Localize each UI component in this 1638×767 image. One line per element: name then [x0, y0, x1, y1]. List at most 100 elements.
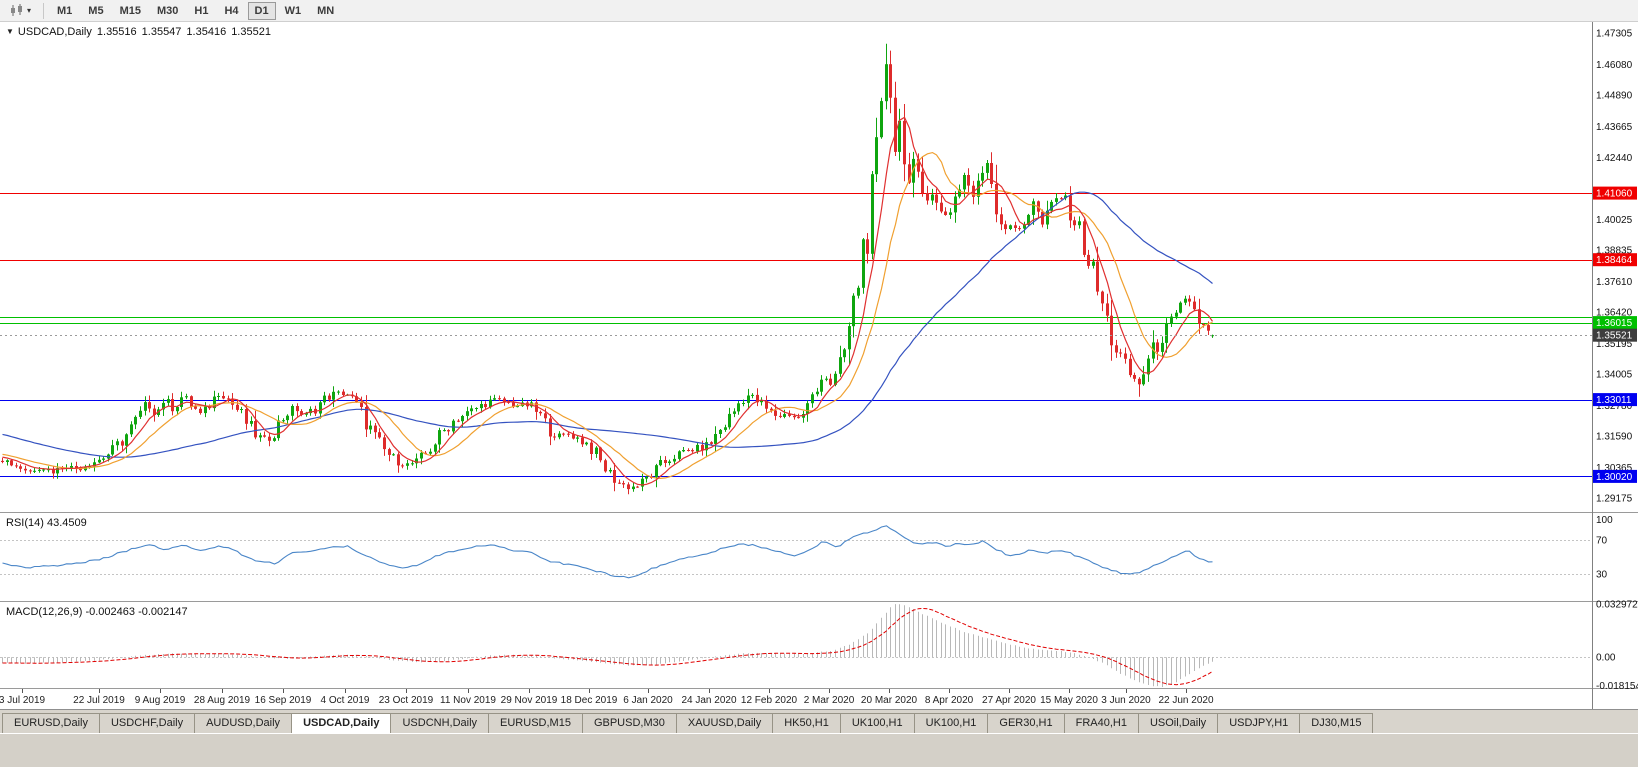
- svg-text:1.47305: 1.47305: [1596, 28, 1633, 39]
- rsi-line: [2, 525, 1213, 579]
- macd-axis[interactable]: 0.032972 0.00 -0.018154: [1596, 599, 1638, 692]
- level-price-badge: 1.33011: [1593, 393, 1637, 407]
- timeframe-button-w1[interactable]: W1: [278, 2, 309, 20]
- level-price-badge: 1.36015: [1593, 316, 1637, 330]
- ohlc-close: 1.35521: [231, 26, 271, 38]
- svg-text:15 May 2020: 15 May 2020: [1040, 695, 1098, 706]
- chart-tab-usdchf-daily[interactable]: USDCHF,Daily: [98, 713, 196, 733]
- timeframe-button-h4[interactable]: H4: [217, 2, 245, 20]
- svg-text:1.30020: 1.30020: [1596, 472, 1633, 483]
- level-price-badge: 1.30020: [1593, 469, 1637, 483]
- candle-bodies: [1, 64, 1214, 490]
- chart-tab-usoil-daily[interactable]: USOil,Daily: [1137, 713, 1219, 733]
- ma-fast-line: [2, 116, 1213, 486]
- macd-signal-line: [2, 607, 1213, 686]
- ma-medium-line: [2, 151, 1213, 480]
- svg-text:1.42440: 1.42440: [1596, 153, 1633, 164]
- date-axis[interactable]: 3 Jul 2019 22 Jul 2019 9 Aug 2019 28 Aug 20…: [0, 689, 1214, 706]
- candle-wicks: [2, 43, 1213, 495]
- ohlc-low: 1.35416: [186, 26, 227, 38]
- svg-text:1.36015: 1.36015: [1596, 318, 1633, 329]
- svg-text:70: 70: [1596, 535, 1608, 546]
- svg-text:2 Mar 2020: 2 Mar 2020: [804, 695, 855, 706]
- toolbar-separator: [43, 2, 45, 19]
- svg-text:28 Aug 2019: 28 Aug 2019: [194, 695, 251, 706]
- timeframe-button-m15[interactable]: M15: [113, 2, 148, 20]
- svg-text:9 Aug 2019: 9 Aug 2019: [135, 695, 186, 706]
- svg-text:22 Jun 2020: 22 Jun 2020: [1158, 695, 1213, 706]
- svg-text:100: 100: [1596, 515, 1613, 526]
- svg-text:1.29175: 1.29175: [1596, 494, 1633, 505]
- level-price-badge: 1.38464: [1593, 253, 1637, 267]
- chart-tab-eurusd-daily[interactable]: EURUSD,Daily: [2, 713, 100, 733]
- svg-text:30: 30: [1596, 570, 1608, 581]
- chart-tab-gbpusd-m30[interactable]: GBPUSD,M30: [581, 713, 677, 733]
- svg-text:4 Oct 2019: 4 Oct 2019: [321, 695, 370, 706]
- chart-area[interactable]: 1.47305 1.46080 1.44890 1.43665 1.42440 1.400…: [0, 22, 1638, 709]
- svg-text:1.38464: 1.38464: [1596, 255, 1633, 266]
- ma-slow-line: [2, 191, 1213, 458]
- candlestick-chart-icon: [11, 4, 22, 16]
- chart-tab-xauusd-daily[interactable]: XAUUSD,Daily: [675, 713, 774, 733]
- chart-tabs-bar: EURUSD,Daily USDCHF,Daily AUDUSD,Daily U…: [0, 709, 1638, 733]
- svg-text:1.37610: 1.37610: [1596, 277, 1633, 288]
- chart-tab-dj30-m15[interactable]: DJ30,M15: [1299, 713, 1374, 733]
- svg-text:1.41060: 1.41060: [1596, 189, 1633, 200]
- svg-text:1.34005: 1.34005: [1596, 370, 1633, 381]
- chart-canvas[interactable]: 1.47305 1.46080 1.44890 1.43665 1.42440 1.400…: [0, 22, 1638, 709]
- current-price-badge: 1.35521: [1593, 328, 1637, 342]
- svg-text:1.46080: 1.46080: [1596, 60, 1633, 71]
- svg-text:29 Nov 2019: 29 Nov 2019: [501, 695, 558, 706]
- svg-text:20 Mar 2020: 20 Mar 2020: [861, 695, 918, 706]
- status-bar: [0, 733, 1638, 767]
- svg-text:6 Jan 2020: 6 Jan 2020: [623, 695, 673, 706]
- svg-text:1.40025: 1.40025: [1596, 215, 1633, 226]
- svg-text:0.00: 0.00: [1596, 653, 1616, 664]
- symbol-dropdown-icon[interactable]: ▼: [6, 27, 14, 36]
- svg-text:16 Sep 2019: 16 Sep 2019: [255, 695, 312, 706]
- svg-text:18 Dec 2019: 18 Dec 2019: [561, 695, 618, 706]
- chart-tab-usdcnh-daily[interactable]: USDCNH,Daily: [390, 713, 490, 733]
- chart-tab-eurusd-m15[interactable]: EURUSD,M15: [488, 713, 583, 733]
- svg-text:1.43665: 1.43665: [1596, 122, 1633, 133]
- timeframe-button-h1[interactable]: H1: [187, 2, 215, 20]
- svg-text:1.32780: 1.32780: [1596, 401, 1633, 412]
- timeframe-button-d1[interactable]: D1: [247, 1, 276, 20]
- price-axis[interactable]: 1.47305 1.46080 1.44890 1.43665 1.42440 1.400…: [1596, 28, 1633, 504]
- chart-tab-usdcad-daily[interactable]: USDCAD,Daily: [291, 713, 392, 733]
- chart-title: ▼ USDCAD,Daily 1.35516 1.35547 1.35416 1.3552…: [6, 26, 271, 38]
- svg-text:1.36420: 1.36420: [1596, 308, 1633, 319]
- timeframe-button-m30[interactable]: M30: [150, 2, 185, 20]
- svg-text:23 Oct 2019: 23 Oct 2019: [379, 695, 434, 706]
- ohlc-open: 1.35516: [96, 26, 137, 38]
- horizontal-levels: [0, 193, 1592, 477]
- timeframe-button-mn[interactable]: MN: [310, 2, 341, 20]
- level-price-badge: 1.41060: [1593, 186, 1637, 200]
- svg-text:1.33011: 1.33011: [1596, 395, 1632, 406]
- chart-tab-ger30-h1[interactable]: GER30,H1: [987, 713, 1065, 733]
- macd-indicator-label: MACD(12,26,9) -0.002463 -0.002147: [6, 606, 188, 618]
- chart-tab-usdjpy-h1[interactable]: USDJPY,H1: [1217, 713, 1301, 733]
- svg-text:22 Jul 2019: 22 Jul 2019: [73, 695, 125, 706]
- svg-text:11 Nov 2019: 11 Nov 2019: [440, 695, 496, 706]
- chart-type-button[interactable]: ▾: [4, 2, 36, 19]
- timeframe-toolbar: ▾ M1 M5 M15 M30 H1 H4 D1 W1 MN: [0, 0, 1638, 22]
- svg-text:1.38835: 1.38835: [1596, 246, 1633, 257]
- chart-tab-hk50-h1[interactable]: HK50,H1: [772, 713, 841, 733]
- chart-tab-uk100-h1-b[interactable]: UK100,H1: [913, 713, 989, 733]
- chart-tab-uk100-h1-a[interactable]: UK100,H1: [839, 713, 915, 733]
- svg-text:12 Feb 2020: 12 Feb 2020: [741, 695, 798, 706]
- svg-text:27 Apr 2020: 27 Apr 2020: [982, 695, 1036, 706]
- chart-tab-fra40-h1[interactable]: FRA40,H1: [1063, 713, 1139, 733]
- ohlc-high: 1.35547: [141, 26, 182, 38]
- rsi-axis[interactable]: 100 70 30: [1596, 515, 1613, 581]
- svg-text:1.35521: 1.35521: [1596, 331, 1633, 342]
- timeframe-button-m5[interactable]: M5: [81, 2, 110, 20]
- chart-tab-audusd-daily[interactable]: AUDUSD,Daily: [194, 713, 293, 733]
- svg-text:1.35195: 1.35195: [1596, 339, 1633, 350]
- svg-text:8 Apr 2020: 8 Apr 2020: [925, 695, 974, 706]
- svg-text:3 Jul 2019: 3 Jul 2019: [0, 695, 46, 706]
- timeframe-button-m1[interactable]: M1: [50, 2, 79, 20]
- symbol-period-label: USDCAD,Daily: [17, 26, 92, 38]
